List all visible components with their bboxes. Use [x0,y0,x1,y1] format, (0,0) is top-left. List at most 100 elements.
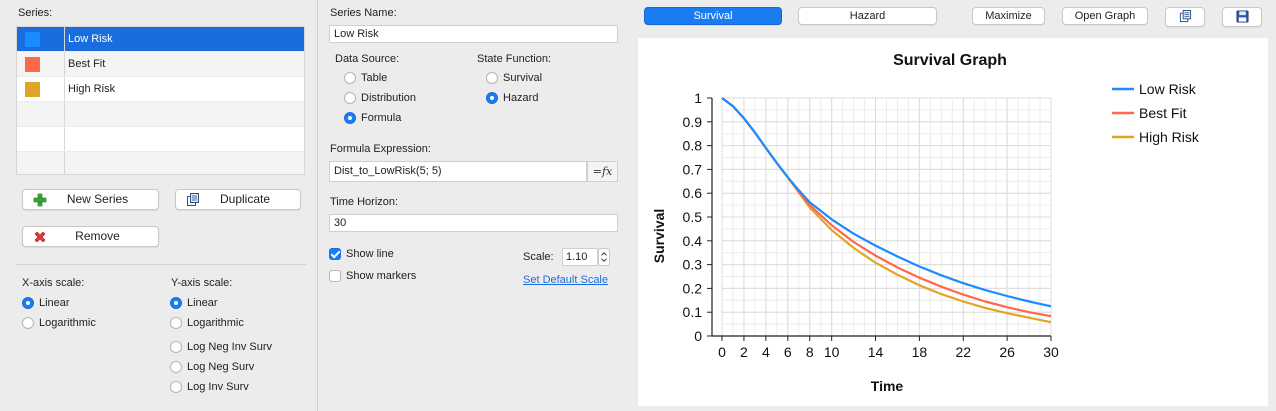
series-color-swatch[interactable] [25,57,40,72]
y-axis-log-neg-inv-surv-radio[interactable]: Log Neg Inv Surv [170,341,272,353]
x-axis-scale-label: X-axis scale: [22,277,85,289]
data-source-distribution-radio[interactable]: Distribution [344,92,416,104]
show-markers-checkbox[interactable]: Show markers [329,270,416,282]
radio-indicator [170,297,182,309]
radio-indicator [22,297,34,309]
data-source-formula-radio[interactable]: Formula [344,112,401,124]
y-tick-label: 0.7 [683,161,703,177]
series-settings-panel: Series Name: Low Risk Data Source: Table… [319,0,629,411]
time-horizon-field[interactable]: 30 [329,214,618,232]
y-tick-label: 0.4 [683,233,703,249]
set-default-scale-link[interactable]: Set Default Scale [523,274,608,286]
tab-survival[interactable]: Survival [644,7,782,25]
copy-graph-button[interactable] [1165,7,1205,27]
y-tick-label: 0.2 [683,280,703,296]
series-table[interactable]: Low Risk Best Fit High Risk [16,26,305,175]
state-function-survival-radio[interactable]: Survival [486,72,542,84]
y-axis-log-neg-surv-radio[interactable]: Log Neg Surv [170,361,254,373]
scale-label: Scale: [523,251,554,263]
checkbox-indicator [329,248,341,260]
y-tick-label: 0.8 [683,138,703,154]
remove-button[interactable]: Remove [22,226,159,247]
survival-chart: 00.10.20.30.40.50.60.70.80.910 2 4 6 8 10 14 18… [651,52,1200,394]
scale-stepper[interactable] [598,248,610,266]
copy-icon [1179,10,1191,23]
series-color-swatch[interactable] [25,32,40,47]
radio-label: Linear [187,297,218,309]
radio-indicator [344,112,356,124]
x-tick-label: 26 [999,344,1015,360]
empty-row [17,102,304,127]
save-disk-icon [1235,10,1249,23]
checkbox-indicator [329,270,341,282]
series-line-low-risk [721,97,1052,308]
empty-row [17,152,304,174]
checkbox-label: Show markers [346,270,417,282]
radio-indicator [170,381,182,393]
x-tick-label: 22 [955,344,971,360]
duplicate-button[interactable]: Duplicate [175,189,301,210]
remove-label: Remove [75,229,120,243]
series-row-high-risk[interactable]: High Risk [17,77,304,102]
series-row-low-risk[interactable]: Low Risk [17,27,304,52]
radio-indicator [344,72,356,84]
radio-indicator [486,92,498,104]
formula-expression-field[interactable]: Dist_to_LowRisk(5; 5) [329,161,587,182]
state-function-label: State Function: [477,53,551,65]
y-tick-label: 0.1 [683,304,703,320]
column-divider [64,77,65,101]
chart-title: Survival Graph [893,52,1007,69]
radio-indicator [344,92,356,104]
open-graph-button[interactable]: Open Graph [1062,7,1148,25]
legend-label: High Risk [1139,129,1200,145]
y-tick-label: 0.6 [683,185,703,201]
duplicate-icon [187,193,199,206]
x-axis-logarithmic-radio[interactable]: Logarithmic [22,317,96,329]
series-name-field[interactable]: Low Risk [329,25,618,43]
radio-indicator [170,361,182,373]
series-name: Low Risk [68,33,113,45]
radio-label: Formula [361,112,402,124]
x-axis-linear-radio[interactable]: Linear [22,297,70,309]
x-tick-label: 0 [718,344,726,360]
data-source-table-radio[interactable]: Table [344,72,387,84]
y-axis-linear-radio[interactable]: Linear [170,297,218,309]
column-divider [64,152,65,174]
radio-label: Logarithmic [39,317,96,329]
tab-hazard[interactable]: Hazard [798,7,937,25]
radio-label: Hazard [503,92,539,104]
radio-label: Linear [39,297,70,309]
empty-row [17,127,304,152]
new-series-button[interactable]: New Series [22,189,159,210]
x-tick-label: 4 [762,344,770,360]
series-color-swatch[interactable] [25,82,40,97]
show-line-checkbox[interactable]: Show line [329,248,394,260]
radio-indicator [486,72,498,84]
legend-label: Best Fit [1139,105,1187,121]
x-tick-label: 30 [1043,344,1059,360]
divider [16,264,306,265]
y-tick-label: 0.5 [683,209,703,225]
save-graph-button[interactable] [1222,7,1262,27]
duplicate-label: Duplicate [219,192,271,206]
y-axis-label: Survival [651,209,667,263]
maximize-button[interactable]: Maximize [972,7,1045,25]
x-tick-label: 8 [806,344,814,360]
fx-icon: =fx [592,165,613,178]
column-divider [64,27,65,51]
x-tick-label: 14 [868,344,884,360]
radio-label: Distribution [361,92,417,104]
new-series-label: New Series [66,192,129,206]
y-axis-log-inv-surv-radio[interactable]: Log Inv Surv [170,381,249,393]
radio-label: Log Neg Surv [187,361,255,373]
y-axis-logarithmic-radio[interactable]: Logarithmic [170,317,244,329]
function-builder-button[interactable]: =fx [587,161,618,182]
series-panel: Series: Low Risk Best Fit High Risk New … [0,0,318,411]
radio-label: Logarithmic [187,317,244,329]
x-tick-label: 2 [740,344,748,360]
series-label: Series: [18,7,53,19]
remove-x-icon [34,231,46,243]
scale-field[interactable]: 1.10 [562,248,598,266]
series-row-best-fit[interactable]: Best Fit [17,52,304,77]
state-function-hazard-radio[interactable]: Hazard [486,92,538,104]
